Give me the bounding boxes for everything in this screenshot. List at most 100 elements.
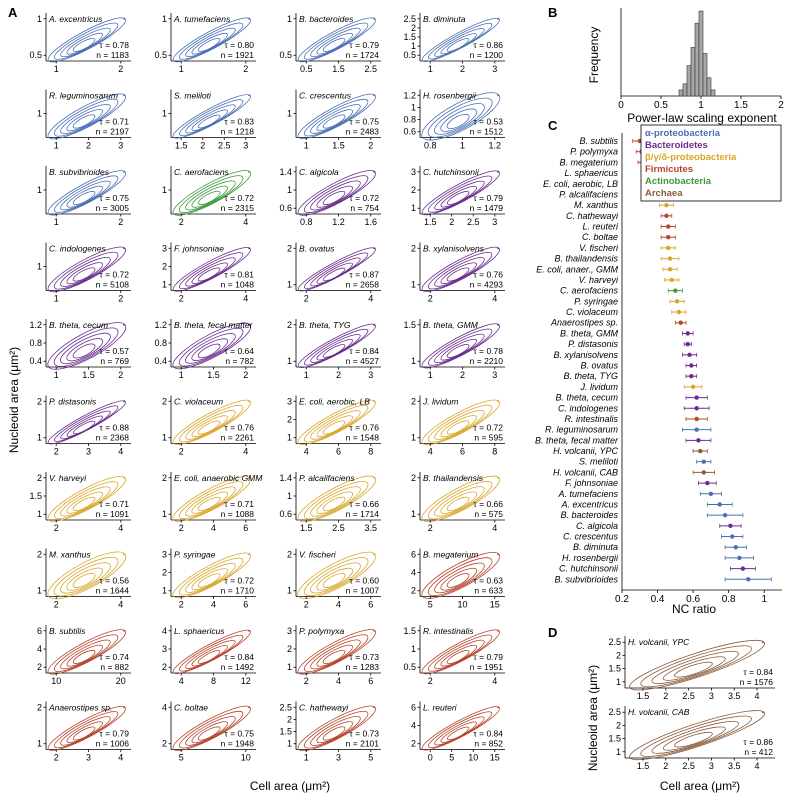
species-label: A. tumefaciens bbox=[557, 489, 618, 499]
n-label: n = 4293 bbox=[470, 280, 504, 290]
density-contour bbox=[185, 563, 236, 593]
y-tick-label: 2 bbox=[162, 262, 167, 272]
tau-label: τ = 0.86 bbox=[473, 40, 503, 50]
y-tick-label: 0.4 bbox=[154, 356, 167, 366]
species-name: P. polymyxa bbox=[299, 626, 344, 636]
outlier-point bbox=[497, 323, 500, 326]
density-contour bbox=[434, 410, 485, 440]
x-tick-label: 6 bbox=[368, 600, 373, 610]
species-label: M. xanthus bbox=[574, 200, 619, 210]
x-tick-label: 2.5 bbox=[682, 761, 695, 771]
n-label: n = 782 bbox=[225, 356, 254, 366]
tau-label: τ = 0.76 bbox=[224, 423, 254, 433]
density-contour bbox=[303, 710, 369, 749]
density-contour bbox=[434, 486, 485, 517]
n-label: n = 1576 bbox=[740, 677, 774, 687]
y-tick-label: 1 bbox=[162, 509, 167, 519]
mini-plot: B. subvibrioides τ = 0.75n = 3005 1 2 1 bbox=[37, 166, 131, 227]
n-label: n = 1710 bbox=[221, 586, 255, 596]
density-contour bbox=[310, 486, 361, 517]
mini-plot: A. excentricus τ = 0.78n = 1183 1 2 1 0.5 bbox=[29, 13, 131, 74]
x-tick-label: 5 bbox=[368, 753, 373, 763]
y-tick-label: 1.5 bbox=[403, 320, 416, 330]
density-contour bbox=[185, 180, 236, 211]
density-contour bbox=[322, 496, 346, 512]
density-contour bbox=[178, 405, 244, 443]
x-tick-label: 1 bbox=[428, 370, 433, 380]
y-tick-label: 2 bbox=[37, 396, 42, 406]
legend: α-proteobacteriaBacteroidetesβ/γ/δ-prote… bbox=[640, 124, 782, 202]
x-tick-label: 1 bbox=[304, 370, 309, 380]
x-tick-label: 2 bbox=[428, 676, 433, 686]
legend-entry: Bacteroidetes bbox=[645, 140, 708, 151]
species-name: C. algicola bbox=[299, 167, 339, 177]
n-label: n = 3005 bbox=[96, 203, 130, 213]
species-label: C. hutchinsonii bbox=[559, 564, 619, 574]
n-label: n = 4527 bbox=[346, 356, 380, 366]
outlier-point bbox=[123, 170, 126, 173]
density-contour bbox=[446, 496, 470, 512]
density-contour bbox=[434, 180, 485, 211]
density-contour bbox=[172, 399, 251, 445]
density-contour bbox=[297, 551, 377, 599]
y-tick-label: 1.2 bbox=[154, 320, 167, 330]
density-contour bbox=[197, 114, 221, 129]
density-contour bbox=[303, 634, 369, 672]
species-label: P. polymyxa bbox=[570, 147, 618, 157]
density-contour bbox=[191, 338, 229, 361]
x-tick-label: 3.5 bbox=[365, 523, 378, 533]
x-tick-label: 0 bbox=[428, 753, 433, 763]
x-tick-label: 4 bbox=[211, 523, 216, 533]
x-tick-label: 3 bbox=[243, 141, 248, 151]
y-tick-label: 2 bbox=[411, 185, 416, 195]
species-name: E. coli, anaerobic GMM bbox=[174, 473, 263, 483]
x-tick-label: 4 bbox=[336, 676, 341, 686]
species-label: C. aerofaciens bbox=[560, 286, 619, 296]
x-tick-label: 4 bbox=[243, 447, 248, 457]
y-tick-label: 2 bbox=[616, 720, 621, 730]
legend-entry: Archaea bbox=[645, 188, 683, 199]
density-contour bbox=[322, 420, 346, 435]
x-tick-label: 3 bbox=[492, 217, 497, 227]
tau-label: τ = 0.56 bbox=[99, 576, 129, 586]
density-contour bbox=[53, 251, 119, 290]
species-name: A. excentricus bbox=[48, 14, 103, 24]
x-tick-label: 2 bbox=[243, 370, 248, 380]
x-tick-label: 4 bbox=[211, 600, 216, 610]
n-label: n = 1548 bbox=[346, 433, 380, 443]
y-tick-label: 0.4 bbox=[29, 356, 42, 366]
density-contour bbox=[66, 109, 104, 132]
density-contour bbox=[297, 475, 377, 523]
density-contour bbox=[60, 486, 111, 517]
nc-point bbox=[689, 373, 694, 379]
nc-point bbox=[733, 545, 738, 550]
y-tick-label: 1 bbox=[37, 586, 42, 596]
nc-point bbox=[690, 384, 696, 390]
x-tick-label: 4 bbox=[754, 691, 759, 701]
x-tick-label: 4 bbox=[492, 676, 497, 686]
density-contour bbox=[185, 27, 236, 58]
density-contour bbox=[440, 338, 478, 361]
density-contour bbox=[421, 170, 500, 216]
mini-plot: B. bacteroides τ = 0.79n = 1724 0.5 1.5 2.5 1… bbox=[279, 13, 381, 74]
density-contour bbox=[60, 562, 111, 594]
x-tick-label: 6 bbox=[460, 447, 465, 457]
histogram-bar bbox=[698, 10, 704, 97]
species-label: P. syringae bbox=[574, 296, 618, 306]
n-label: n = 1644 bbox=[96, 586, 130, 596]
density-contour bbox=[197, 343, 221, 359]
n-label: n = 1492 bbox=[221, 662, 255, 672]
x-tick-label: 2 bbox=[179, 217, 184, 227]
density-contour bbox=[47, 246, 126, 293]
x-tick-label: 1.5 bbox=[207, 370, 220, 380]
histogram-bar bbox=[694, 22, 700, 97]
mini-plot: B. megaterium τ = 0.63n = 633 5 10 15 6 4 2 bbox=[411, 548, 505, 610]
density-contour bbox=[316, 644, 354, 667]
n-label: n = 2210 bbox=[470, 356, 504, 366]
tau-label: τ = 0.87 bbox=[349, 270, 379, 280]
x-tick-label: 4 bbox=[243, 217, 248, 227]
density-contour bbox=[440, 644, 478, 667]
density-contour bbox=[178, 252, 244, 290]
x-tick-label: 3.5 bbox=[728, 691, 741, 701]
density-contour bbox=[446, 344, 470, 358]
